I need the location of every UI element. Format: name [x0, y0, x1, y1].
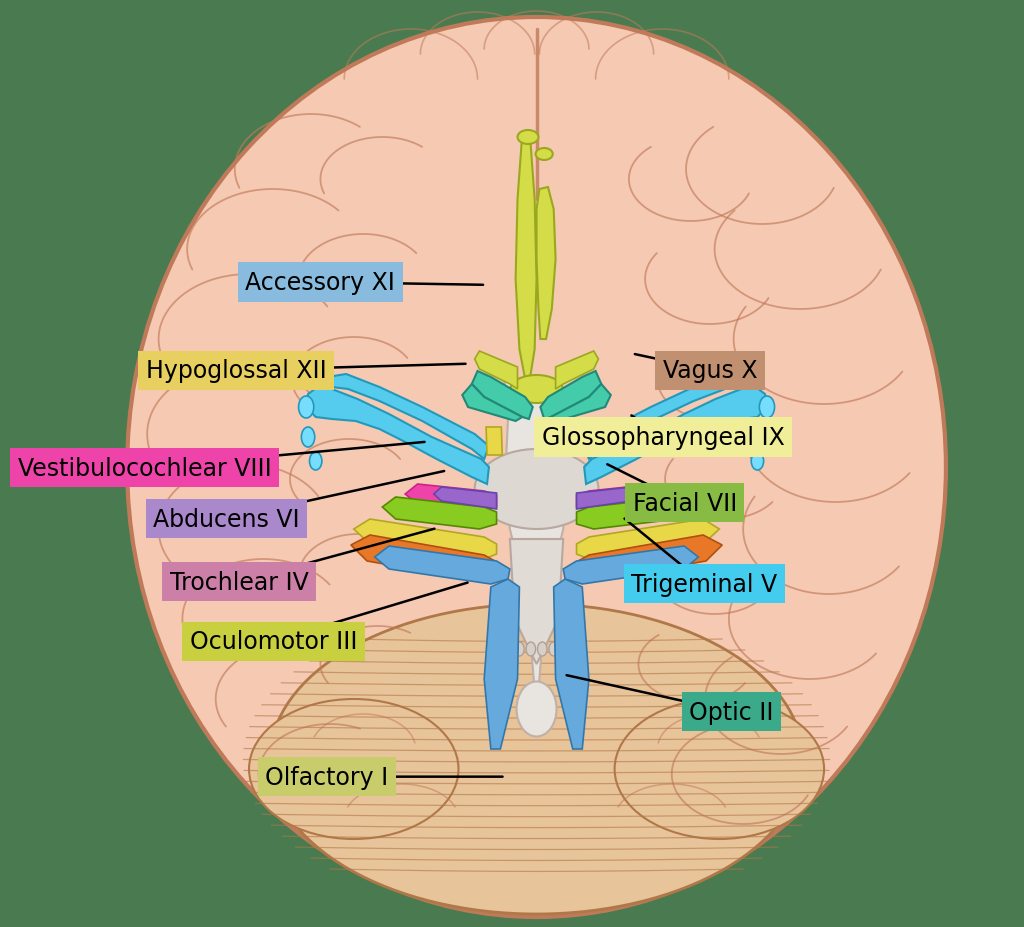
Polygon shape: [516, 134, 537, 379]
Ellipse shape: [517, 131, 539, 145]
Ellipse shape: [270, 604, 803, 914]
Ellipse shape: [516, 681, 557, 737]
Ellipse shape: [127, 18, 946, 917]
Polygon shape: [577, 498, 691, 529]
Ellipse shape: [510, 375, 563, 403]
Polygon shape: [484, 579, 519, 749]
Polygon shape: [541, 372, 601, 420]
Text: Glossopharyngeal IX: Glossopharyngeal IX: [542, 425, 784, 450]
Polygon shape: [563, 546, 698, 584]
Text: Hypoglossal XII: Hypoglossal XII: [145, 359, 327, 383]
Polygon shape: [584, 387, 767, 485]
Text: Facial VII: Facial VII: [633, 491, 737, 515]
Ellipse shape: [526, 642, 536, 656]
Text: Vestibulocochlear VIII: Vestibulocochlear VIII: [17, 456, 271, 480]
Polygon shape: [577, 485, 668, 512]
Polygon shape: [574, 536, 722, 581]
Ellipse shape: [301, 427, 314, 448]
Polygon shape: [551, 385, 610, 422]
Ellipse shape: [538, 642, 547, 656]
Ellipse shape: [536, 149, 553, 160]
Polygon shape: [382, 498, 497, 529]
Polygon shape: [434, 488, 497, 510]
Polygon shape: [475, 351, 517, 389]
Polygon shape: [510, 540, 563, 665]
Polygon shape: [577, 488, 639, 510]
Text: Abducens VI: Abducens VI: [154, 507, 300, 531]
Ellipse shape: [475, 450, 598, 529]
Polygon shape: [472, 372, 532, 420]
Ellipse shape: [614, 699, 824, 839]
Polygon shape: [306, 387, 488, 485]
Polygon shape: [571, 427, 588, 455]
Text: Oculomotor III: Oculomotor III: [189, 629, 357, 654]
Polygon shape: [577, 519, 719, 562]
Polygon shape: [317, 375, 488, 460]
Polygon shape: [486, 427, 503, 455]
Polygon shape: [504, 379, 568, 730]
Ellipse shape: [752, 452, 764, 471]
Polygon shape: [406, 485, 497, 512]
Polygon shape: [584, 375, 756, 460]
Text: Trigeminal V: Trigeminal V: [631, 572, 777, 596]
Text: Optic II: Optic II: [689, 700, 774, 724]
Ellipse shape: [549, 642, 558, 656]
Polygon shape: [554, 579, 589, 749]
Polygon shape: [351, 536, 499, 581]
Text: Accessory XI: Accessory XI: [245, 271, 395, 295]
Ellipse shape: [759, 427, 772, 448]
Ellipse shape: [760, 397, 774, 419]
Polygon shape: [556, 351, 598, 389]
Polygon shape: [375, 546, 510, 584]
Ellipse shape: [249, 699, 459, 839]
Text: Trochlear IV: Trochlear IV: [170, 570, 308, 594]
Polygon shape: [462, 385, 522, 422]
Text: Olfactory I: Olfactory I: [265, 765, 388, 789]
Ellipse shape: [299, 397, 313, 419]
Ellipse shape: [515, 642, 524, 656]
Polygon shape: [537, 188, 556, 339]
Text: Vagus X: Vagus X: [663, 359, 758, 383]
Ellipse shape: [309, 452, 322, 471]
Polygon shape: [353, 519, 497, 562]
